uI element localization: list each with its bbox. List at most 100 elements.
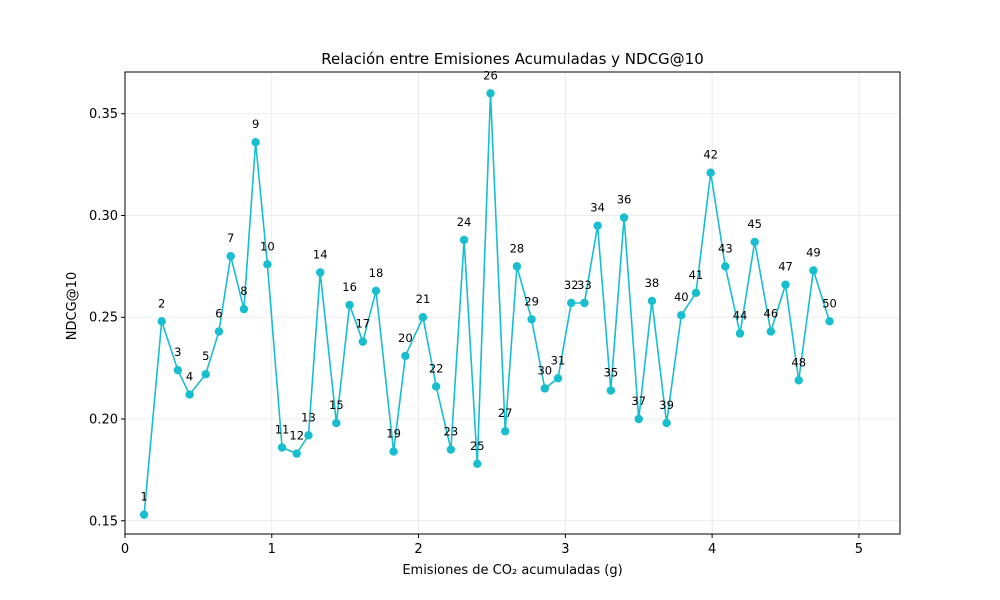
point-label: 31: [551, 353, 566, 367]
point-label: 10: [260, 239, 275, 253]
y-tick-label: 0.15: [89, 514, 118, 529]
data-point: [277, 443, 287, 452]
x-axis-title: Emisiones de CO₂ acumuladas (g): [402, 563, 622, 578]
data-point: [358, 337, 367, 346]
grid: [124, 72, 900, 534]
point-label: 16: [342, 280, 357, 294]
point-label: 11: [275, 423, 290, 437]
point-label: 33: [577, 278, 592, 292]
point-label: 36: [617, 193, 632, 207]
data-point: [345, 300, 354, 310]
x-tick-label: 2: [414, 542, 422, 557]
data-point: [446, 445, 456, 454]
data-point: [706, 168, 715, 177]
data-point: [540, 384, 549, 393]
data-point: [794, 376, 803, 385]
y-tick-label: 0.25: [89, 311, 118, 326]
point-label: 38: [645, 276, 660, 290]
plot-frame: [124, 71, 901, 535]
point-label: 50: [822, 296, 837, 310]
data-point: [553, 374, 563, 383]
point-label: 3: [174, 345, 181, 359]
point-label: 17: [355, 317, 370, 331]
data-point: [567, 298, 576, 308]
x-tick-label: 0: [121, 542, 129, 557]
point-label: 22: [429, 361, 444, 375]
data-point: [251, 138, 260, 147]
data-point: [781, 280, 790, 289]
point-label: 41: [689, 268, 704, 282]
data-point: [527, 315, 536, 324]
point-label: 23: [444, 425, 459, 439]
point-label: 27: [498, 406, 513, 420]
point-label: 14: [313, 247, 328, 261]
data-point: [459, 235, 469, 245]
data-point: [239, 304, 249, 314]
point-label: 25: [470, 439, 485, 453]
data-point: [647, 296, 657, 306]
data-point: [418, 313, 428, 322]
point-label: 24: [457, 215, 472, 229]
data-point: [201, 370, 210, 379]
data-point: [634, 414, 643, 424]
x-tick-label: 5: [855, 542, 863, 557]
point-label: 7: [227, 231, 234, 245]
data-point: [263, 260, 272, 269]
data-point: [486, 89, 495, 98]
point-label: 43: [718, 241, 733, 255]
data-point: [473, 459, 482, 468]
data-point: [371, 286, 381, 295]
point-label: 9: [252, 117, 259, 131]
point-label: 37: [631, 394, 646, 408]
point-label: 46: [764, 306, 779, 320]
point-label: 5: [202, 349, 209, 363]
point-label: 49: [806, 245, 821, 259]
data-point: [606, 386, 616, 395]
data-point: [580, 298, 589, 308]
point-label: 40: [674, 290, 689, 304]
data-point: [226, 251, 235, 261]
data-point: [185, 390, 194, 399]
point-label: 44: [733, 309, 748, 323]
point-label: 8: [240, 284, 247, 298]
data-point: [431, 382, 441, 391]
point-label: 21: [416, 292, 431, 306]
data-point: [173, 365, 183, 375]
data-point: [593, 221, 602, 230]
point-label: 45: [747, 217, 762, 231]
point-label: 12: [289, 429, 304, 443]
point-label: 32: [564, 278, 579, 292]
point-label: 48: [791, 355, 806, 369]
point-label: 39: [659, 398, 674, 412]
data-point: [766, 327, 776, 336]
data-point: [304, 431, 313, 440]
y-axis: 0.15 0.20 0.25 0.30 0.35: [89, 107, 125, 529]
data-point: [691, 288, 701, 298]
y-tick-label: 0.30: [89, 209, 118, 224]
y-tick-label: 0.20: [89, 413, 118, 428]
point-label: 34: [590, 201, 605, 215]
point-label: 19: [386, 427, 401, 441]
data-point: [316, 268, 325, 277]
x-axis: 0 1 2 3 4 5: [121, 534, 863, 557]
data-point: [750, 237, 759, 247]
point-label: 29: [524, 294, 539, 308]
point-label: 26: [483, 68, 498, 82]
data-point: [809, 266, 818, 275]
point-label: 20: [398, 331, 413, 345]
data-point: [512, 262, 522, 271]
series-line: [143, 92, 831, 515]
data-point: [662, 418, 671, 428]
point-label: 28: [510, 241, 525, 255]
data-point: [619, 213, 629, 222]
data-point: [389, 447, 398, 456]
point-label: 18: [369, 266, 384, 280]
y-tick-label: 0.35: [89, 107, 118, 122]
data-point: [500, 427, 510, 436]
chart-title: Relación entre Emisiones Acumuladas y ND…: [321, 50, 704, 68]
point-label: 30: [537, 363, 552, 377]
point-label: 4: [186, 370, 193, 384]
data-point: [139, 510, 149, 519]
point-label: 6: [215, 306, 222, 320]
